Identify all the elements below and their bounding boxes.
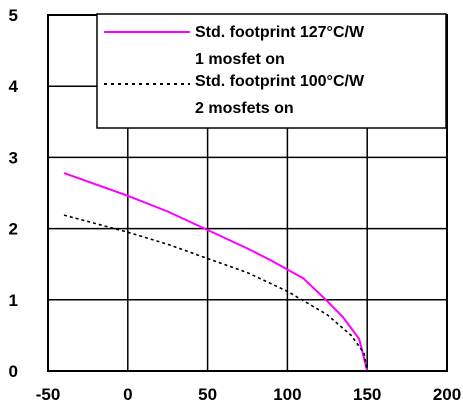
x-tick-labels: -50 0 50 100 150 200: [36, 385, 461, 404]
y-tick-label: 0: [9, 362, 18, 381]
legend-sublabel-series-2: 2 mosfets on: [195, 100, 294, 117]
x-tick-label: 50: [198, 385, 217, 404]
x-tick-label: 200: [433, 385, 461, 404]
y-tick-label: 2: [9, 220, 18, 239]
series-layer: [63, 172, 369, 372]
x-tick-label: 100: [273, 385, 301, 404]
series-line-2: [63, 214, 368, 372]
legend-label-series-2: Std. footprint 100°C/W: [195, 73, 365, 90]
legend-label-series-1: Std. footprint 127°C/W: [195, 24, 365, 41]
legend: Std. footprint 127°C/W 1 mosfet on Std. …: [96, 13, 447, 129]
x-tick-label: -50: [36, 385, 61, 404]
legend-sublabel-series-1: 1 mosfet on: [195, 51, 285, 68]
y-tick-label: 3: [9, 148, 18, 167]
x-tick-label: 150: [353, 385, 381, 404]
y-tick-label: 1: [9, 291, 18, 310]
y-tick-label: 4: [9, 77, 19, 96]
y-tick-label: 5: [9, 6, 18, 25]
y-tick-labels: 0 1 2 3 4 5: [9, 6, 19, 381]
series-line-1: [63, 172, 369, 372]
x-tick-label: 0: [123, 385, 132, 404]
